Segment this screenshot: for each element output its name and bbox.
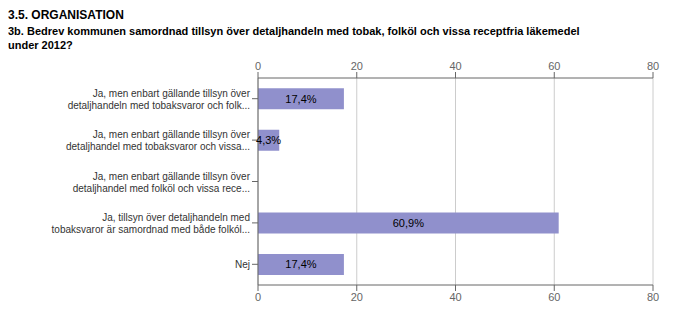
svg-text:60: 60 — [548, 60, 560, 72]
svg-text:80: 80 — [647, 60, 659, 72]
svg-text:4,3%: 4,3% — [256, 134, 281, 146]
svg-text:Ja, tillsyn över detaljhandeln: Ja, tillsyn över detaljhandeln medtobaks… — [52, 212, 250, 235]
svg-text:20: 20 — [351, 60, 363, 72]
svg-text:40: 40 — [449, 291, 461, 303]
svg-text:0: 0 — [255, 291, 261, 303]
svg-text:Nej: Nej — [235, 259, 250, 270]
svg-text:17,4%: 17,4% — [285, 258, 316, 270]
svg-text:60,9%: 60,9% — [393, 217, 424, 229]
svg-text:40: 40 — [449, 60, 461, 72]
svg-text:20: 20 — [351, 291, 363, 303]
svg-text:80: 80 — [647, 291, 659, 303]
html-text:3.5. ORGANISATION: 3.5. ORGANISATION — [8, 8, 124, 22]
svg-text:Ja, men enbart gällande tillsy: Ja, men enbart gällande tillsyn överdeta… — [73, 171, 251, 194]
svg-text:0: 0 — [255, 60, 261, 72]
svg-text:60: 60 — [548, 291, 560, 303]
svg-text:Ja, men enbart gällande tillsy: Ja, men enbart gällande tillsyn överdeta… — [68, 88, 251, 111]
svg-text:17,4%: 17,4% — [285, 93, 316, 105]
html-text:3b. Bedrev kommunen samordnad: 3b. Bedrev kommunen samordnad tillsyn öv… — [8, 25, 580, 51]
svg-text:Ja, men enbart gällande tillsy: Ja, men enbart gällande tillsyn överdeta… — [66, 129, 251, 152]
